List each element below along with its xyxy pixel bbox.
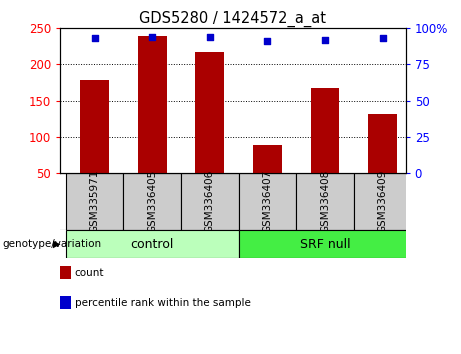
Text: ▶: ▶ <box>53 239 60 249</box>
Text: percentile rank within the sample: percentile rank within the sample <box>75 298 251 308</box>
Title: GDS5280 / 1424572_a_at: GDS5280 / 1424572_a_at <box>139 11 326 27</box>
Point <box>148 34 156 40</box>
Text: genotype/variation: genotype/variation <box>2 239 101 249</box>
Text: GSM336407: GSM336407 <box>262 170 272 233</box>
Point <box>206 34 213 40</box>
Text: GSM336406: GSM336406 <box>205 170 215 233</box>
Bar <box>65 230 239 258</box>
Text: SRF null: SRF null <box>300 238 350 251</box>
Text: GSM336409: GSM336409 <box>378 170 388 233</box>
Bar <box>239 230 412 258</box>
Text: control: control <box>130 238 174 251</box>
Point <box>91 36 98 41</box>
Text: GSM336405: GSM336405 <box>147 170 157 233</box>
Bar <box>368 114 397 173</box>
Bar <box>195 52 224 173</box>
Text: count: count <box>75 268 104 278</box>
Bar <box>239 173 296 230</box>
Point <box>264 39 271 44</box>
Text: GSM335971: GSM335971 <box>89 170 100 233</box>
Point <box>321 37 329 43</box>
Bar <box>138 35 166 173</box>
Point <box>379 36 386 41</box>
Text: GSM336408: GSM336408 <box>320 170 330 233</box>
Bar <box>311 87 339 173</box>
Bar <box>65 173 124 230</box>
Bar <box>296 173 354 230</box>
Bar <box>181 173 239 230</box>
Bar <box>253 145 282 173</box>
Bar <box>80 80 109 173</box>
Bar <box>354 173 411 230</box>
Bar <box>123 173 181 230</box>
